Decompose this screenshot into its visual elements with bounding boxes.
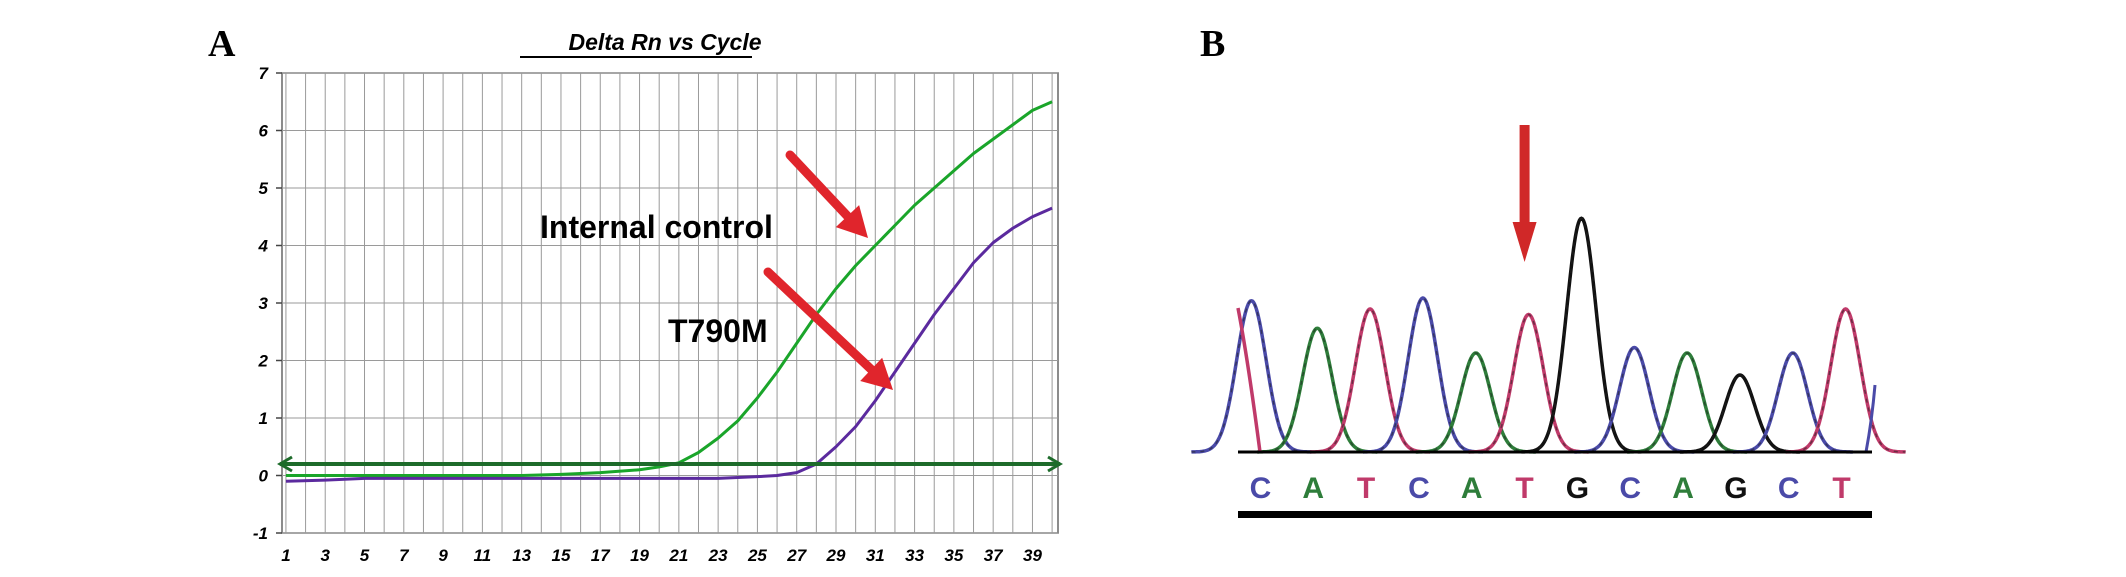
chart-a-x-tick-label: 27: [786, 546, 807, 565]
chart-b-base-letter: G: [1566, 472, 1589, 505]
chart-a-x-tick-label: 19: [630, 546, 649, 565]
chart-a-y-tick-label: 7: [259, 64, 270, 83]
chart-a-x-tick-label: 7: [399, 546, 410, 565]
chart-a-threshold-right-arrow: [1047, 455, 1063, 473]
chart-b-base-letter: T: [1357, 472, 1375, 505]
chart-a-x-tick-label: 1: [281, 546, 290, 565]
chart-a-y-tick-label: -1: [253, 524, 268, 543]
chart-b-base-letter: C: [1619, 472, 1641, 505]
chart-b-peak: [1574, 345, 1695, 454]
chart-a-arrow-internal-control-shaft: [785, 150, 852, 221]
chart-b-peak-dash: [1257, 327, 1378, 453]
chart-b-peak-dash: [1415, 352, 1536, 453]
chart-a-x-tick-label: 29: [826, 546, 846, 565]
chart-b-base-letter: A: [1672, 472, 1694, 505]
chart-a-y-tick-label: 6: [259, 122, 269, 141]
chart-a-x-tick-label: 23: [708, 546, 728, 565]
chart-a-arrow-internal-control-head: [835, 205, 868, 238]
chart-b-bottom-bar: [1238, 511, 1872, 518]
chart-a-series-line: [285, 100, 1053, 477]
chart-a-threshold-left-arrow: [277, 455, 293, 473]
chart-b-edge-trace-right: [1864, 384, 1877, 453]
chart-a-y-tick-label: 2: [258, 352, 269, 371]
chart-a-x-tick-label: 9: [438, 546, 448, 565]
chart-a-title: Delta Rn vs Cycle: [568, 29, 761, 55]
chart-a-x-tick-label: 21: [668, 546, 688, 565]
chart-a-x-tick-label: 11: [474, 546, 492, 565]
chart-b-base-letter: G: [1724, 472, 1747, 505]
chart-b-peak-dash: [1191, 300, 1312, 453]
chart-a-annotation-internal-control: Internal control: [540, 209, 773, 245]
chart-a-x-tick-label: 35: [944, 546, 963, 565]
chart-a-x-tick-label: 3: [320, 546, 330, 565]
chart-b-peak: [1679, 373, 1800, 454]
chart-a-x-tick-label: 25: [747, 546, 767, 565]
chart-b-peak-dash: [1627, 352, 1748, 453]
chart-b-peak-dash: [1362, 297, 1483, 453]
chart-a-arrow-t790m-shaft: [763, 267, 876, 374]
chart-b-marker-arrow-head: [1512, 222, 1537, 262]
chart-a-x-tick-label: 39: [1023, 546, 1042, 565]
panel-label-b: B: [1200, 23, 1226, 65]
chart-b-base-letter: C: [1408, 472, 1430, 505]
chart-b-base-letter: C: [1250, 472, 1272, 505]
chart-a-x-tick-label: 17: [591, 546, 611, 565]
chart-b-peak-dash: [1468, 313, 1589, 453]
chart-b-base-letter: C: [1778, 472, 1800, 505]
chart-b-base-letter: A: [1461, 472, 1483, 505]
chart-b-base-letter: T: [1832, 472, 1850, 505]
chart-b-peak: [1468, 312, 1589, 454]
chart-a-y-tick-label: 1: [259, 409, 268, 428]
chart-b-peak-dash: [1679, 374, 1800, 453]
chart-a-x-tick-label: 13: [512, 546, 531, 565]
chart-b-marker-arrow-shaft: [1519, 125, 1530, 225]
chart-b-edge-trace-left: [1236, 307, 1262, 453]
panel-label-a: A: [208, 23, 236, 65]
chart-a-x-tick-label: 31: [866, 546, 885, 565]
chart-a-series-line: [285, 206, 1053, 483]
chart-b-peak-dash: [1310, 308, 1431, 453]
chart-a-y-tick-label: 5: [259, 179, 269, 198]
chart-a-arrow-t790m-head: [860, 357, 893, 390]
chart-a-y-tick-label: 3: [259, 294, 269, 313]
chart-a-y-tick-label: 4: [258, 237, 269, 256]
chart-b-peak: [1191, 298, 1312, 454]
chart-b-base-letter: T: [1515, 472, 1533, 505]
chart-a-x-tick-label: 5: [360, 546, 370, 565]
chart-b-peak-dash: [1521, 217, 1642, 453]
chart-a-x-tick-label: 15: [552, 546, 571, 565]
chart-a-annotation-t790m: T790M: [668, 313, 768, 349]
chart-a-y-tick-label: 0: [259, 467, 269, 486]
chart-b-peak-dash: [1574, 346, 1695, 453]
chart-b-peak: [1521, 216, 1642, 454]
chart-b-base-letter: A: [1302, 472, 1324, 505]
chart-b-peak: [1415, 351, 1536, 454]
chart-a-x-tick-label: 37: [984, 546, 1004, 565]
chart-a-x-tick-label: 33: [905, 546, 924, 565]
chart-b-peak: [1732, 351, 1853, 454]
chart-b-peak-dash: [1785, 308, 1906, 453]
chart-b-peak-dash: [1732, 352, 1853, 453]
